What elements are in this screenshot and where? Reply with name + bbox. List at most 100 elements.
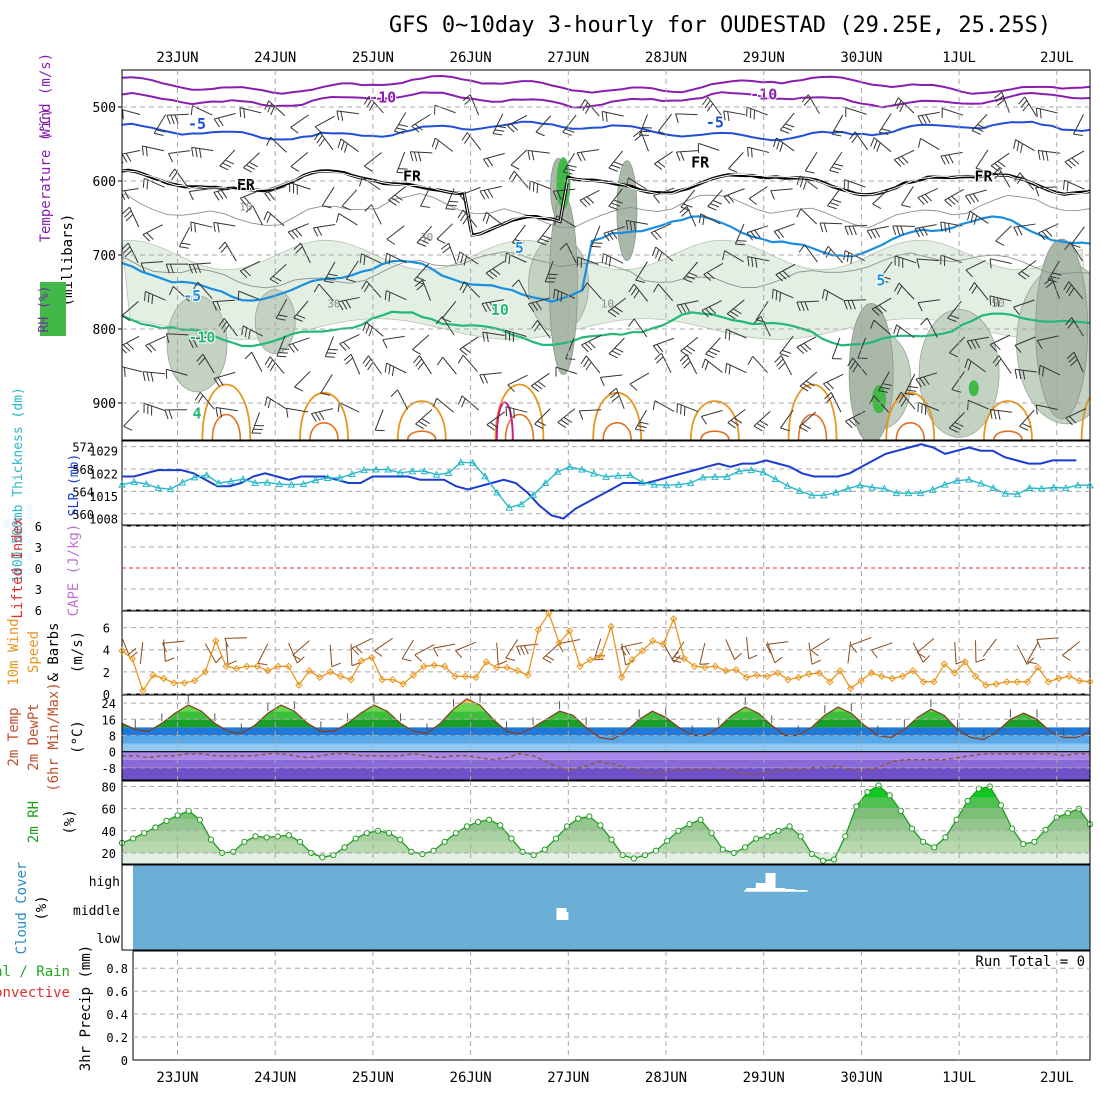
wind-barb	[701, 310, 709, 318]
thickness-marker	[251, 478, 259, 486]
wind-barb	[653, 337, 675, 347]
wind10-marker	[846, 684, 855, 693]
wind-barb	[892, 225, 897, 236]
wind-barb	[971, 114, 988, 131]
wind-barb	[994, 171, 1002, 180]
wind-barb	[565, 168, 575, 172]
wind10-barb	[455, 641, 477, 652]
wind-barb	[630, 286, 637, 296]
wind-barb	[1070, 242, 1083, 262]
wind-barb	[1037, 335, 1059, 342]
wind10-marker	[513, 667, 522, 675]
wind-barb	[448, 243, 457, 265]
wind-barb	[264, 193, 271, 202]
rh-marker	[130, 835, 137, 842]
wind10-marker	[378, 675, 386, 684]
wind-barb	[328, 348, 338, 351]
wind-barb	[556, 215, 576, 228]
wind-barb	[510, 123, 519, 131]
wind-barb	[168, 168, 176, 177]
wind-barb	[683, 348, 693, 355]
wind-barb	[611, 308, 620, 315]
wind-barb	[122, 188, 139, 192]
wind-barb	[698, 142, 720, 151]
wind-barb	[1063, 281, 1070, 290]
rh-floor-band	[122, 852, 1090, 864]
thickness-marker	[577, 465, 586, 473]
wind-barb	[676, 150, 699, 153]
wind-barb	[798, 411, 817, 428]
wind-barb	[267, 359, 274, 369]
wind-barb	[213, 222, 216, 232]
wind-barb	[1036, 107, 1058, 114]
wind-barb	[823, 222, 828, 233]
wind-barb	[345, 357, 354, 365]
wind-barb	[710, 347, 720, 353]
wind-barb	[191, 147, 194, 157]
wind-barb	[993, 409, 997, 420]
wind-barb	[123, 246, 131, 254]
wind-barb	[224, 241, 237, 262]
wind-barb	[923, 376, 930, 385]
wind-barb	[581, 334, 602, 346]
wind-barb	[287, 231, 295, 240]
wind-barb	[483, 158, 490, 168]
temp-tick: 24	[102, 697, 116, 711]
rh-marker	[530, 852, 537, 859]
wind-barb	[126, 342, 134, 350]
wind-barb	[1018, 369, 1022, 380]
wind-barb	[552, 190, 558, 201]
wind-barb	[248, 329, 251, 340]
wind-barb	[190, 221, 213, 228]
wind-barb	[825, 395, 834, 403]
wind10-marker	[440, 662, 449, 671]
wind-barb	[527, 149, 550, 154]
wind10-marker	[368, 653, 376, 662]
wind-barb	[386, 238, 396, 245]
wind-barb	[251, 351, 263, 372]
wind-barb	[462, 346, 471, 354]
rh-marker	[474, 818, 482, 826]
wind-barb	[1045, 281, 1054, 289]
wind-barb	[677, 402, 699, 413]
contour-label: -5	[188, 115, 206, 133]
wind-barb	[1070, 226, 1085, 245]
wind-barb	[728, 152, 744, 169]
wind-barb	[872, 203, 882, 209]
wind-barb	[489, 270, 498, 278]
wind-barb	[123, 425, 133, 431]
wind-barb	[965, 259, 986, 271]
wind-barb	[896, 324, 915, 339]
wind-barb	[614, 347, 624, 353]
wind-barb	[702, 96, 709, 106]
wind-barb	[918, 227, 924, 237]
wind-barb	[605, 255, 608, 265]
wind-barb	[415, 409, 433, 425]
wind-barb	[505, 329, 527, 338]
wind-barb	[219, 408, 223, 418]
wind-barb	[969, 210, 989, 224]
wind-barb	[753, 411, 771, 427]
wind-barb	[1068, 159, 1076, 167]
wind-barb	[848, 226, 853, 236]
li-tick: 3	[35, 541, 42, 555]
wind-barb	[700, 213, 721, 225]
wind-barb	[820, 222, 843, 225]
wind-barb	[852, 363, 859, 373]
wind-barb	[366, 280, 382, 298]
wind-barb	[947, 197, 956, 205]
wind-barb	[533, 323, 541, 332]
wind-barb	[170, 114, 175, 125]
wind-barb	[388, 364, 391, 375]
wind-barb	[216, 301, 221, 311]
wind-barb	[238, 290, 260, 300]
wind-barb	[819, 222, 824, 233]
wind-barb	[916, 258, 920, 269]
wind-barb	[872, 188, 890, 205]
wind-barb	[345, 260, 359, 280]
wind-barb	[994, 358, 1002, 367]
contour-label: FR	[237, 176, 256, 194]
isotherm-loop	[885, 391, 936, 440]
wind-barb	[1035, 107, 1038, 118]
